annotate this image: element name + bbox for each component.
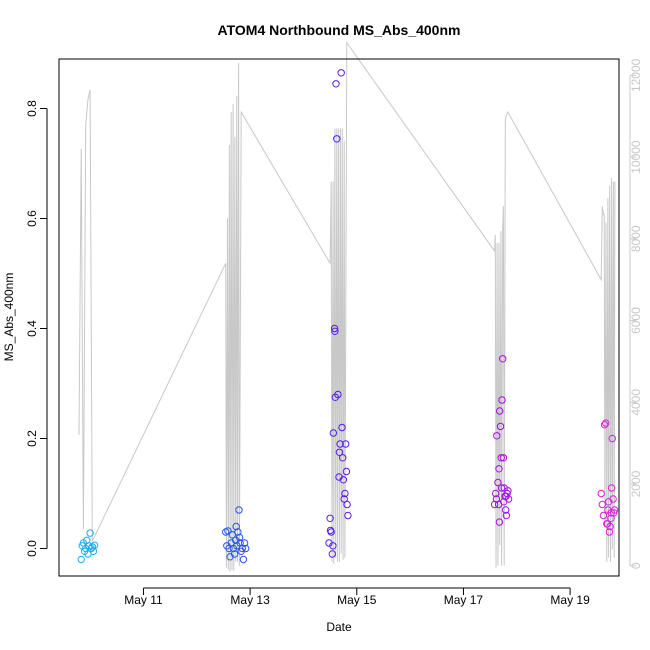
data-point [492,489,500,498]
data-point [336,440,344,448]
data-point [335,448,344,456]
data-point [607,514,615,522]
x-tick-label: May 19 [550,593,590,607]
x-tick-label: May 15 [337,593,377,607]
y-tick-label: 0.4 [25,320,39,337]
y2-tick-label: 8000 [629,225,643,252]
data-point [502,511,511,520]
data-point [341,489,349,498]
data-point [497,454,505,462]
data-point [494,478,502,487]
plot-layer [77,41,619,572]
data-point [602,419,610,427]
data-point [340,495,348,503]
data-point [344,511,352,520]
secondary-series-line [78,41,616,572]
data-point [326,514,334,522]
data-point [339,454,347,462]
data-point [499,454,508,462]
data-point [493,432,501,440]
data-point [331,327,339,335]
data-point [334,390,342,399]
chart-title: ATOM4 Northbound MS_Abs_400nm [218,22,461,38]
data-point [496,407,504,415]
data-point [597,489,605,498]
data-point [499,355,507,363]
data-point [496,422,505,431]
data-point [607,484,616,492]
data-point [329,542,337,550]
y2-tick-label: 4000 [629,389,643,416]
data-point [240,539,249,547]
data-point [607,509,615,517]
x-tick-label: May 13 [230,593,270,607]
data-point [342,467,351,476]
data-point [333,135,341,143]
data-point [90,541,99,549]
data-point [330,324,339,333]
data-point [502,492,510,500]
data-point [600,421,609,429]
data-point [332,80,340,88]
y-tick-label: 0.0 [25,540,39,557]
data-point [326,526,335,535]
data-point [609,495,617,503]
y-tick-label: 0.8 [25,100,39,117]
data-point [599,511,608,520]
y2-tick-label: 0 [629,562,643,569]
data-point [495,518,504,526]
data-point [242,544,250,553]
data-point [342,440,350,448]
y-axis-label: MS_Abs_400nm [2,273,16,362]
data-point [88,543,97,551]
data-point [339,476,348,484]
data-point [338,423,346,432]
data-point [230,550,239,558]
y2-tick-label: 12000 [629,58,643,92]
data-point [329,429,338,437]
data-point [598,500,606,509]
data-point [603,520,612,528]
data-point [495,465,503,473]
data-point [86,529,94,537]
data-point [77,555,85,564]
y-tick-label: 0.2 [25,430,39,447]
data-point [337,69,345,77]
data-point [498,396,506,404]
y2-tick-label: 10000 [629,140,643,174]
data-point [343,500,351,509]
x-tick-label: May 17 [444,593,484,607]
x-tick-label: May 11 [124,593,163,607]
y2-tick-label: 2000 [629,470,643,497]
data-point [502,506,510,514]
data-point [224,527,232,535]
x-axis-label: Date [326,620,352,634]
data-point [235,506,243,514]
y2-tick-label: 6000 [629,307,643,334]
data-point [239,555,248,564]
data-point [608,434,616,443]
plot-frame [58,58,620,577]
data-point [497,484,506,492]
y-tick-label: 0.6 [25,210,39,227]
axes-layer: 0.0 0.2 0.4 0.6 0.8 May 11 May 13 May 15 May 17 M… [25,58,643,607]
data-point [235,533,244,542]
data-point [605,528,614,536]
data-point [232,522,240,531]
data-point [328,550,336,558]
